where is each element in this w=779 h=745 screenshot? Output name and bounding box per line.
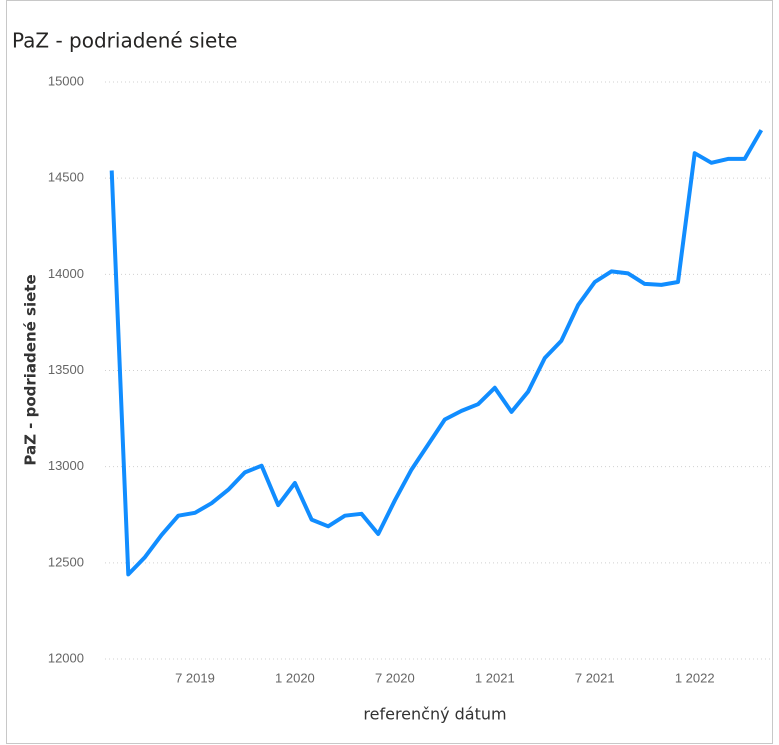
y-tick-label: 12000 (48, 650, 84, 665)
y-tick-label: 12500 (48, 554, 84, 569)
x-tick-label: 1 2021 (475, 670, 515, 685)
y-tick-label: 14000 (48, 266, 84, 281)
y-tick-label: 13500 (48, 362, 84, 377)
y-tick-label: 13000 (48, 458, 84, 473)
x-tick-label: 7 2021 (575, 670, 615, 685)
y-axis-title: PaZ - podriadené siete (22, 274, 40, 465)
chart-title: PaZ - podriadené siete (12, 29, 237, 53)
visual-border (6, 0, 773, 744)
x-tick-label: 7 2020 (375, 670, 415, 685)
x-tick-label: 7 2019 (175, 670, 215, 685)
line-series (109, 129, 764, 577)
x-tick-label: 1 2022 (675, 670, 715, 685)
y-tick-label: 15000 (48, 73, 84, 88)
x-tick-label: 1 2020 (275, 670, 315, 685)
y-tick-label: 14500 (48, 170, 84, 185)
x-axis-title: referenčný dátum (363, 705, 506, 724)
